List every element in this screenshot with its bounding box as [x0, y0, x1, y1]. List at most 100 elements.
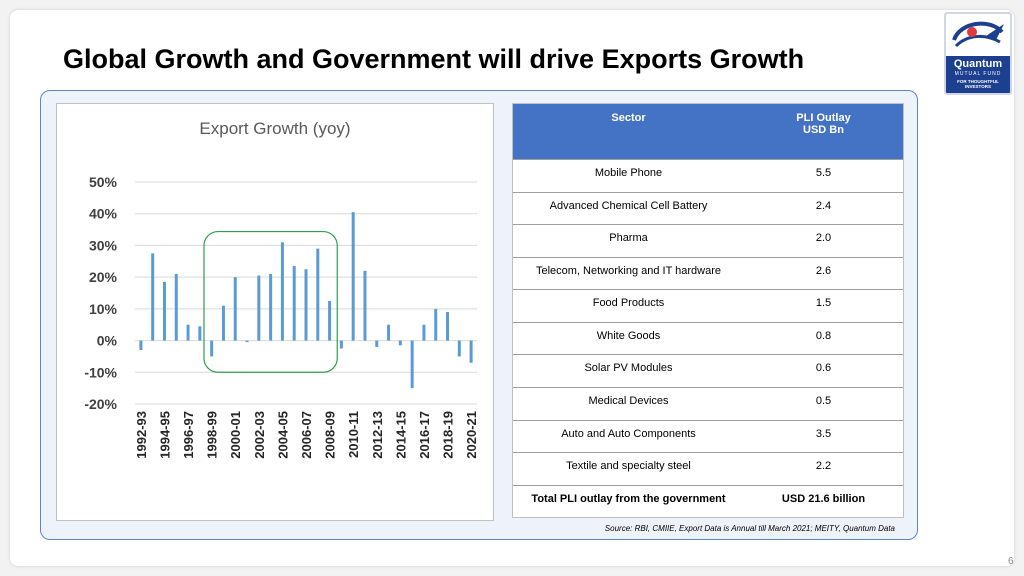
bar: [446, 312, 450, 341]
x-tick-label: 2000-01: [228, 411, 243, 459]
outlay-cell: 2.6: [744, 256, 903, 290]
header-outlay: PLI Outlay USD Bn: [744, 104, 903, 160]
bar: [139, 340, 143, 351]
y-tick-label: 50%: [89, 174, 118, 190]
bar: [269, 273, 273, 341]
bar: [351, 212, 355, 341]
chart-title: Export Growth (yoy): [199, 119, 350, 138]
x-tick-label: 1994-95: [157, 411, 172, 459]
y-tick-label: 30%: [89, 237, 118, 253]
y-tick-label: 10%: [89, 301, 118, 317]
bar: [162, 281, 166, 341]
bar: [257, 275, 261, 341]
slide-title: Global Growth and Government will drive …: [63, 44, 805, 74]
x-tick-label: 2012-13: [370, 411, 385, 459]
total-value: USD 21.6 billion: [744, 484, 903, 517]
bar: [233, 277, 237, 341]
table-row: White Goods 0.8: [513, 321, 903, 355]
header-outlay-line2: USD Bn: [803, 124, 844, 136]
x-tick-label: 2004-05: [275, 411, 290, 459]
y-tick-label: -10%: [84, 364, 117, 380]
x-tick-label: 2006-07: [299, 411, 314, 459]
logo-emblem: [946, 14, 1010, 56]
outlay-cell: 0.6: [744, 354, 903, 388]
bar: [363, 270, 367, 341]
pli-table: Sector PLI Outlay USD Bn Mobile Phone 5.5…: [513, 104, 903, 517]
table-row: Medical Devices 0.5: [513, 386, 903, 420]
bar: [245, 340, 249, 343]
outlay-cell: 0.5: [744, 386, 903, 420]
outlay-cell: 1.5: [744, 289, 903, 323]
bar: [316, 248, 320, 341]
x-tick-label: 2008-09: [323, 411, 338, 459]
outlay-cell: 2.0: [744, 224, 903, 258]
page-number: 6: [1008, 556, 1014, 567]
table-row: Auto and Auto Components 3.5: [513, 419, 903, 453]
x-tick-label: 2014-15: [393, 411, 408, 459]
y-tick-label: -20%: [84, 396, 117, 412]
outlay-cell: 0.8: [744, 321, 903, 355]
outlay-cell: 2.2: [744, 452, 903, 486]
x-tick-label: 2018-19: [441, 411, 456, 459]
bar: [221, 305, 225, 341]
bar: [292, 266, 296, 341]
bar: [434, 308, 438, 341]
logo-subtitle: MUTUAL FUND: [954, 71, 1002, 77]
table-row: Textile and specialty steel 2.2: [513, 452, 903, 486]
bar: [387, 324, 391, 341]
bar: [151, 253, 155, 341]
bar: [422, 324, 426, 341]
table-row: Advanced Chemical Cell Battery 2.4: [513, 191, 903, 225]
export-growth-chart: Export Growth (yoy) -20% -10% 0% 10% 20% 30% 40…: [56, 103, 494, 521]
sector-cell: Mobile Phone: [513, 159, 744, 193]
sector-cell: Telecom, Networking and IT hardware: [513, 256, 744, 290]
highlight-box: [203, 230, 338, 373]
chart-canvas: Export Growth (yoy) -20% -10% 0% 10% 20% 30% 40…: [84, 119, 479, 459]
bar: [210, 340, 214, 357]
x-tick-label: 2010-11: [346, 411, 361, 458]
logo-tagline-1: FOR THOUGHTFUL: [957, 79, 999, 84]
logo-name: Quantum: [953, 58, 1003, 70]
x-tick-label: 2020-21: [464, 411, 479, 459]
header-sector: Sector: [513, 104, 744, 160]
bar: [410, 340, 414, 389]
x-tick-label: 2002-03: [252, 411, 267, 459]
table-row: Food Products 1.5: [513, 289, 903, 323]
header-outlay-line1: PLI Outlay: [796, 112, 851, 124]
bar: [457, 340, 461, 357]
sector-cell: Advanced Chemical Cell Battery: [513, 191, 744, 225]
sector-cell: Medical Devices: [513, 386, 744, 420]
logo-tagline-2: INVESTORS: [965, 84, 991, 89]
bar: [198, 326, 202, 341]
x-tick-label: 2016-17: [417, 411, 432, 459]
sector-cell: Solar PV Modules: [513, 354, 744, 388]
bar: [398, 340, 402, 346]
y-tick-label: 40%: [89, 206, 118, 222]
sector-cell: Food Products: [513, 289, 744, 323]
table-header-row: Sector PLI Outlay USD Bn: [513, 104, 903, 160]
table-row: Mobile Phone 5.5: [513, 159, 903, 193]
bar: [375, 340, 379, 347]
sector-cell: Pharma: [513, 224, 744, 258]
quantum-logo: Quantum MUTUAL FUND FOR THOUGHTFUL INVES…: [944, 12, 1012, 95]
sector-cell: White Goods: [513, 321, 744, 355]
table-row: Pharma 2.0: [513, 224, 903, 258]
total-label: Total PLI outlay from the government: [513, 484, 744, 517]
bar: [339, 340, 343, 349]
bar: [174, 273, 178, 341]
outlay-cell: 2.4: [744, 191, 903, 225]
logo-tagline: FOR THOUGHTFUL INVESTORS: [946, 79, 1010, 89]
bar: [469, 340, 473, 363]
bar: [328, 300, 332, 341]
y-tick-label: 20%: [89, 269, 118, 285]
source-note: Source: RBI, CMIIE, Export Data is Annua…: [604, 524, 895, 533]
x-tick-label: 1992-93: [134, 411, 149, 459]
bar: [186, 324, 190, 341]
outlay-cell: 5.5: [744, 159, 903, 193]
bar: [280, 242, 284, 341]
outlay-cell: 3.5: [744, 419, 903, 453]
table-row: Solar PV Modules 0.6: [513, 354, 903, 388]
bar: [304, 269, 308, 341]
table-row: Telecom, Networking and IT hardware 2.6: [513, 256, 903, 290]
pli-table-container: Sector PLI Outlay USD Bn Mobile Phone 5.5…: [512, 103, 904, 518]
